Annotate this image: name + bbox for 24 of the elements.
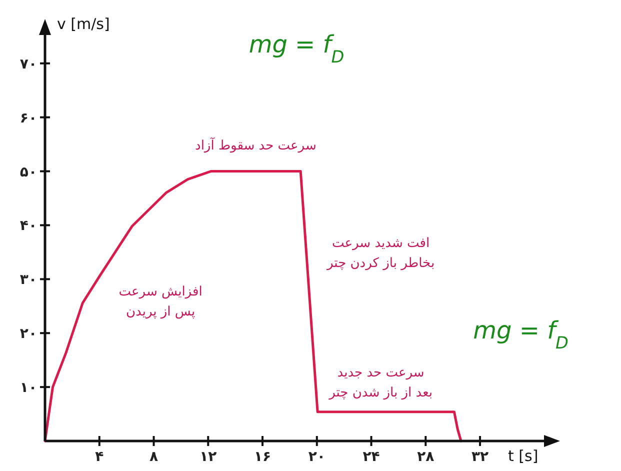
annotation: mg = f$_{D}$ (248, 30, 344, 67)
x-tick-label: ۴ (95, 449, 104, 465)
x-axis-title: t [s] (508, 447, 538, 465)
y-tick-label: ۱۰ (20, 380, 37, 396)
y-axis-title: v [m/s] (57, 15, 110, 33)
annotation: سرعت حد جدید بعد از باز شدن چتر (328, 365, 432, 400)
y-tick-label: ۶۰ (20, 110, 37, 126)
x-tick-label: ۲۴ (362, 449, 380, 465)
x-tick-label: ۲۰ (308, 449, 326, 465)
annotation: سرعت حد سقوط آزاد (195, 136, 316, 154)
x-tick-label: ۱۲ (200, 449, 218, 465)
y-tick-label: ۳۰ (20, 272, 37, 288)
annotation: افزایش سرعت پس از پریدن (118, 284, 202, 320)
x-tick-label: ۳۲ (471, 449, 490, 465)
y-tick-label: ۷۰ (20, 56, 37, 72)
annotation: افت شدید سرعت بخاطر باز کردن چتر (326, 236, 435, 271)
x-tick-label: ۲۸ (417, 449, 435, 465)
y-tick-label: ۲۰ (20, 326, 37, 342)
y-tick-label: ۵۰ (20, 164, 37, 180)
line-series (44, 170, 462, 442)
x-tick-label: ۸ (149, 449, 158, 465)
x-tick-label: ۱۶ (254, 449, 272, 465)
annotation: mg = f$_{D}$ (473, 316, 569, 352)
y-tick-label: ۴۰ (20, 218, 37, 234)
